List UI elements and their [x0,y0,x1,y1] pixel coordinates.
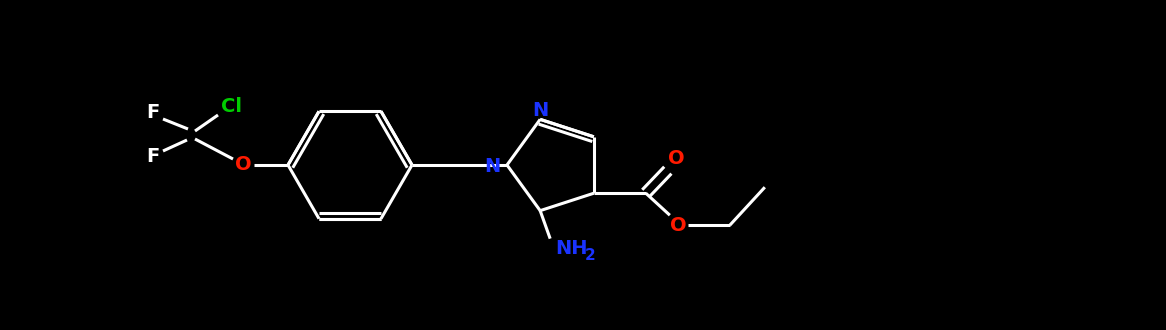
Text: F: F [147,148,160,167]
Text: Cl: Cl [222,97,243,116]
Text: N: N [532,101,548,120]
Text: NH: NH [555,239,588,258]
Text: O: O [234,155,252,175]
Text: O: O [669,216,686,235]
Text: N: N [484,157,500,177]
Text: O: O [667,149,684,168]
Text: F: F [147,104,160,122]
Text: 2: 2 [585,248,596,263]
